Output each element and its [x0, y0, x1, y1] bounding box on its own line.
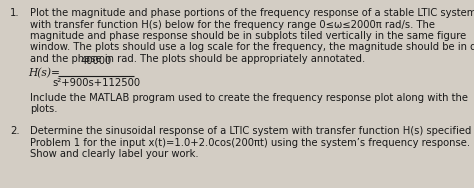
Text: plots.: plots.	[30, 105, 57, 114]
Text: 1.: 1.	[10, 8, 19, 18]
Text: and the phase in rad. The plots should be appropriately annotated.: and the phase in rad. The plots should b…	[30, 54, 365, 64]
Text: magnitude and phase response should be in subplots tiled vertically in the same : magnitude and phase response should be i…	[30, 31, 466, 41]
Text: Problem 1 for the input x(t)=1.0+2.0cos(200πt) using the system’s frequency resp: Problem 1 for the input x(t)=1.0+2.0cos(…	[30, 137, 470, 148]
Text: Show and clearly label your work.: Show and clearly label your work.	[30, 149, 199, 159]
Text: with transfer function H(s) below for the frequency range 0≤ω≤2000π rad/s. The: with transfer function H(s) below for th…	[30, 20, 435, 30]
Text: Plot the magnitude and phase portions of the frequency response of a stable LTIC: Plot the magnitude and phase portions of…	[30, 8, 474, 18]
Text: H(s)=: H(s)=	[28, 67, 60, 78]
Text: window. The plots should use a log scale for the frequency, the magnitude should: window. The plots should use a log scale…	[30, 42, 474, 52]
Text: 2.: 2.	[10, 126, 19, 136]
Text: 40000: 40000	[81, 55, 111, 65]
Text: Include the MATLAB program used to create the frequency response plot along with: Include the MATLAB program used to creat…	[30, 93, 468, 103]
Text: Determine the sinusoidal response of a LTIC system with transfer function H(s) s: Determine the sinusoidal response of a L…	[30, 126, 474, 136]
Text: s²+900s+112500: s²+900s+112500	[52, 77, 140, 87]
